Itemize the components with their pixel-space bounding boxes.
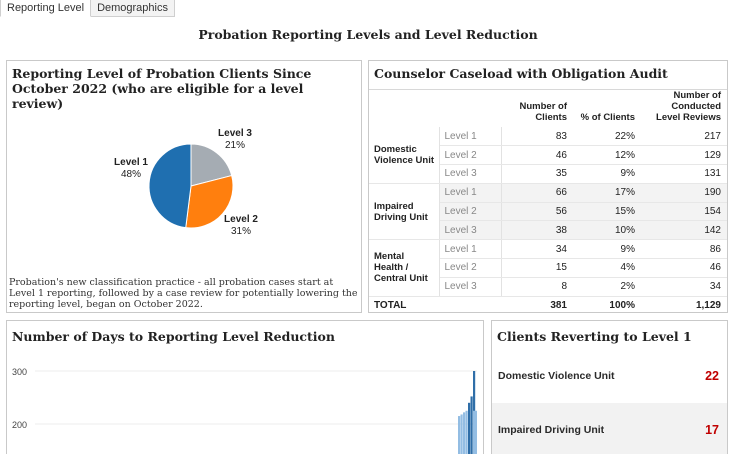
days-bar[interactable] (468, 402, 471, 454)
days-bar[interactable] (473, 410, 477, 454)
level-label: Level 2 (439, 145, 502, 166)
table-row: Level 2 46 12% 129 (369, 145, 727, 166)
pie-slice-level-2[interactable] (185, 174, 234, 229)
reverting-panel-title: Clients Reverting to Level 1 (497, 329, 692, 344)
reviews-value: 129 (645, 145, 727, 166)
clients-value: 15 (501, 258, 571, 278)
pct-value: 17% (571, 183, 645, 203)
pie-percent-label: 48% (121, 169, 141, 180)
table-row: Level 2 56 15% 154 (369, 202, 727, 222)
reviews-value: 142 (645, 220, 727, 241)
pie-category-label: Level 3 (218, 128, 252, 139)
days-bar[interactable] (460, 414, 463, 454)
pie-percent-label: 21% (225, 140, 245, 151)
reviews-value: 46 (645, 258, 727, 278)
reverting-panel: Clients Reverting to Level 1 Domestic Vi… (491, 320, 728, 454)
unit-label: Impaired Driving Unit (369, 183, 440, 241)
clients-value: 46 (501, 145, 571, 166)
level-label: Level 1 (439, 127, 502, 147)
days-to-reduction-panel: Number of Days to Reporting Level Reduct… (6, 320, 484, 454)
days-bar[interactable] (463, 412, 466, 454)
level-label: Level 1 (439, 239, 502, 260)
days-bar[interactable] (458, 416, 461, 454)
revert-label: Impaired Driving Unit (498, 424, 605, 436)
pie-slice-level-3[interactable] (190, 143, 233, 187)
pct-value: 2% (571, 277, 645, 297)
level-label: Level 3 (439, 164, 502, 184)
pct-value: 4% (571, 258, 645, 278)
y-tick-label: 300 (12, 367, 27, 377)
days-to-reduction-chart: 300 200 (12, 367, 477, 454)
revert-value: 17 (705, 423, 719, 437)
tab-demographics[interactable]: Demographics (91, 0, 175, 17)
pct-value: 10% (571, 220, 645, 241)
page-title: Probation Reporting Levels and Level Red… (198, 27, 538, 42)
level-label: Level 1 (439, 183, 502, 203)
header-number-of-clients: Number of Clients (519, 101, 568, 123)
days-bar[interactable] (465, 410, 468, 454)
pie-percent-label: 31% (231, 226, 251, 237)
revert-label: Domestic Violence Unit (498, 370, 615, 382)
pct-value: 22% (571, 127, 645, 147)
table-row: Impaired Driving Unit Level 1 66 17% 190 (369, 183, 727, 241)
total-reviews: 1,129 (645, 295, 727, 315)
unit-label: Domestic Violence Unit (369, 127, 440, 184)
clients-value: 56 (501, 202, 571, 222)
reviews-value: 190 (645, 183, 727, 203)
pie-category-label: Level 1 (114, 157, 148, 168)
table-row: Level 3 38 10% 142 (369, 220, 727, 241)
pie-panel-title: Reporting Level of Probation Clients Sin… (12, 66, 312, 111)
tab-bar: Reporting Level Demographics (0, 0, 175, 17)
reviews-value: 34 (645, 277, 727, 297)
tab-reporting-level[interactable]: Reporting Level (0, 0, 92, 17)
clients-value: 83 (501, 127, 571, 147)
level-label: Level 3 (439, 220, 502, 241)
table-row: Level 2 15 4% 46 (369, 258, 727, 278)
days-bar[interactable] (470, 396, 473, 454)
level-label: Level 2 (439, 202, 502, 222)
revert-value: 22 (705, 369, 719, 383)
reviews-value: 217 (645, 127, 727, 147)
clients-value: 8 (501, 277, 571, 297)
reviews-value: 86 (645, 239, 727, 260)
clients-value: 35 (501, 164, 571, 184)
level-label: Level 3 (439, 277, 502, 297)
reviews-value: 154 (645, 202, 727, 222)
table-row: Level 3 35 9% 131 (369, 164, 727, 184)
revert-row-domestic-violence: Domestic Violence Unit 22 (492, 349, 727, 403)
pct-value: 9% (571, 164, 645, 184)
pct-value: 12% (571, 145, 645, 166)
unit-label: Mental Health / Central Unit (369, 239, 440, 297)
total-clients: 381 (501, 295, 571, 315)
header-conducted-reviews: Number of Conducted Level Reviews (656, 90, 721, 123)
reviews-value: 131 (645, 164, 727, 184)
days-panel-title: Number of Days to Reporting Level Reduct… (12, 329, 335, 344)
clients-value: 34 (501, 239, 571, 260)
revert-row-impaired-driving: Impaired Driving Unit 17 (492, 403, 727, 454)
pct-value: 9% (571, 239, 645, 260)
total-label: TOTAL (369, 295, 501, 315)
header-pct-of-clients: % of Clients (580, 112, 635, 123)
caseload-table: Number of Clients % of Clients Number of… (369, 90, 727, 315)
reporting-level-panel: Reporting Level of Probation Clients Sin… (6, 60, 362, 313)
level-label: Level 2 (439, 258, 502, 278)
pie-category-label: Level 2 (224, 214, 258, 225)
total-row: TOTAL 381 100% 1,129 (369, 295, 727, 315)
total-pct: 100% (571, 295, 645, 315)
clients-value: 38 (501, 220, 571, 241)
caseload-panel-title: Counselor Caseload with Obligation Audit (374, 66, 668, 81)
table-row: Domestic Violence Unit Level 1 83 22% 217 (369, 127, 727, 184)
caseload-panel: Counselor Caseload with Obligation Audit… (368, 60, 728, 315)
table-row: Mental Health / Central Unit Level 1 34 9% 8… (369, 239, 727, 297)
pct-value: 15% (571, 202, 645, 222)
classification-note: Probation's new classification practice … (9, 277, 358, 310)
clients-value: 66 (501, 183, 571, 203)
reporting-level-pie-chart: Level 148% Level 231% Level 321% (114, 128, 258, 237)
pie-slice-level-1[interactable] (148, 143, 192, 229)
y-tick-label: 200 (12, 420, 27, 430)
